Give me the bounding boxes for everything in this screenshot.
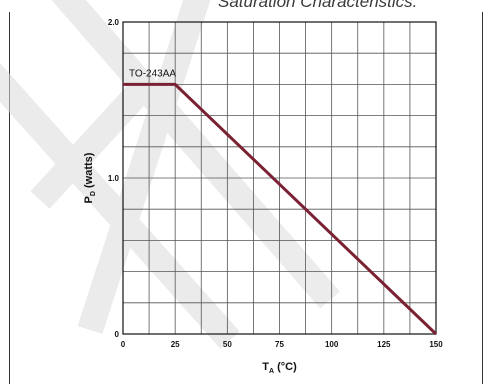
x-tick-label: 125 xyxy=(377,340,391,349)
series-group xyxy=(123,82,438,336)
header-caption: Saturation Characteristics. xyxy=(218,0,418,11)
grid xyxy=(123,22,436,334)
page-frame xyxy=(9,12,483,384)
x-axis-label: TA (°C) xyxy=(262,361,297,375)
x-tick-label: 25 xyxy=(171,340,180,349)
x-axis-label-unit: (°C) xyxy=(274,361,297,373)
y-axis-label-subscript: D xyxy=(90,191,97,196)
y-tick-label: 0 xyxy=(115,330,120,339)
series-label: TO-243AA xyxy=(129,68,176,79)
plot-area-border xyxy=(122,21,437,335)
y-tick-label: 1.0 xyxy=(108,174,120,183)
x-tick-label: 50 xyxy=(223,340,232,349)
x-tick-label: 100 xyxy=(325,340,339,349)
y-tick-label: 2.0 xyxy=(108,18,120,27)
x-axis-label-subscript: A xyxy=(269,368,274,375)
x-tick-label: 150 xyxy=(429,340,443,349)
x-tick-label: 0 xyxy=(121,340,126,349)
y-axis-label-unit: (watts) xyxy=(83,152,95,191)
y-axis-label: PD (watts) xyxy=(83,152,97,203)
x-axis-label-main: T xyxy=(262,361,269,373)
x-tick-label: 75 xyxy=(275,340,284,349)
series-line xyxy=(123,82,438,336)
tick-labels: 0 25 50 75 100 125 150 0 1.0 2.0 xyxy=(108,18,443,349)
y-axis-label-main: P xyxy=(83,196,95,203)
